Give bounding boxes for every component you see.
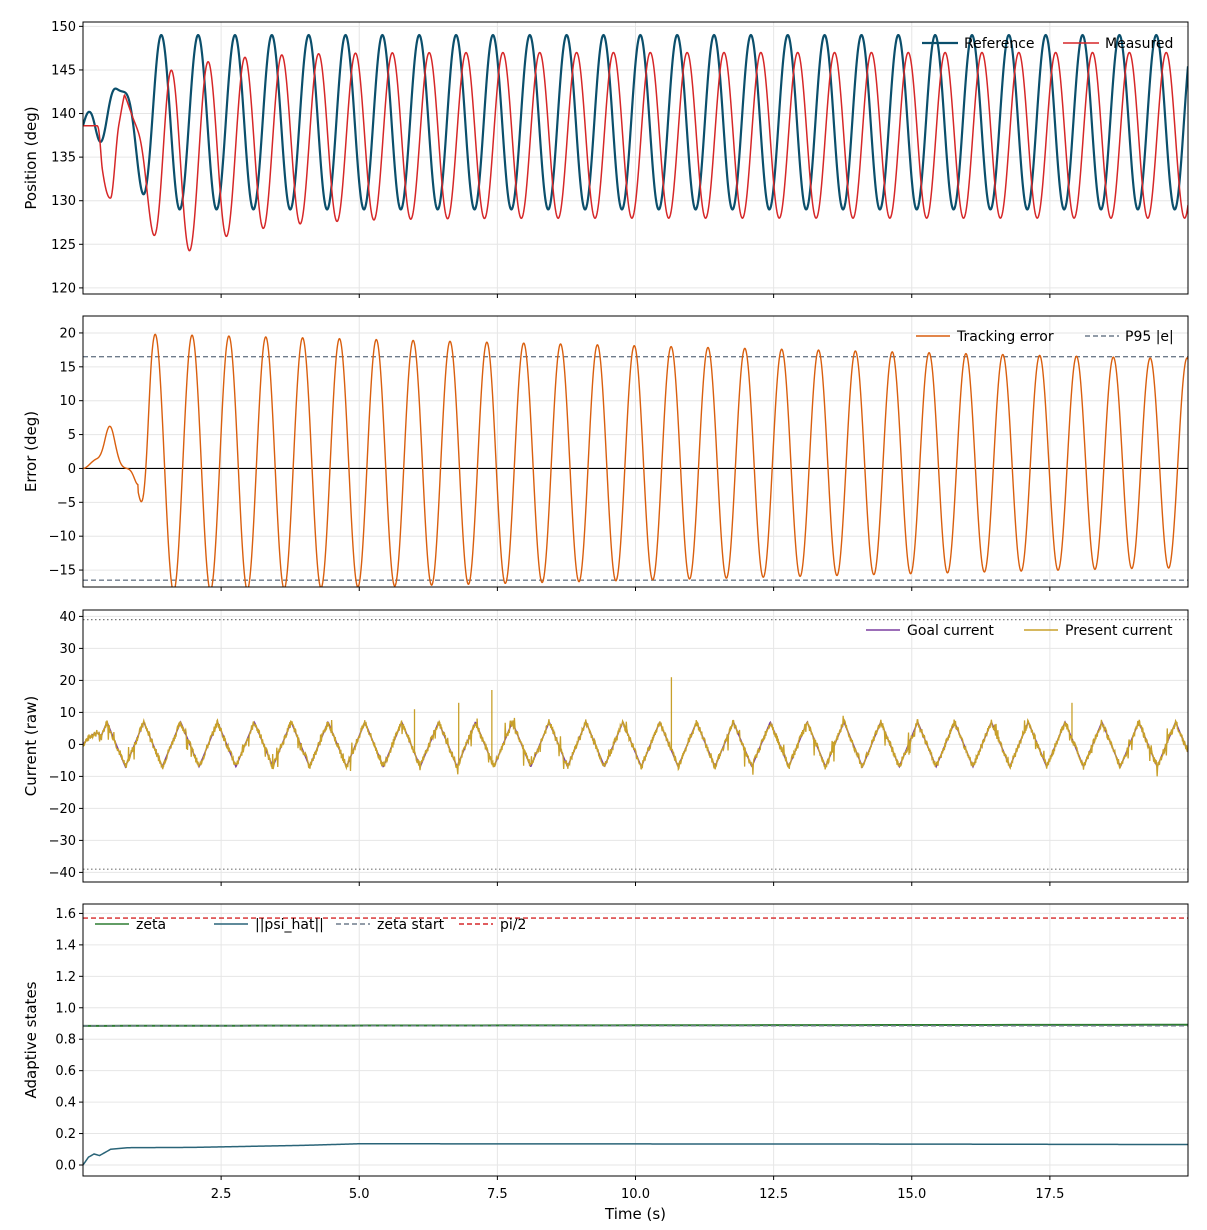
legend-label-psi-hat: ||psi_hat||	[255, 917, 324, 933]
legend: zeta ||psi_hat|| zeta start pi/2	[95, 917, 526, 933]
axes-frame	[82, 21, 1189, 295]
legend: Reference Measured	[922, 36, 1173, 52]
y-tick-label: 15	[59, 360, 76, 375]
y-tick-label: −20	[49, 802, 76, 817]
legend-label-zeta: zeta	[136, 917, 166, 933]
axes-frame	[82, 315, 1189, 588]
x-tick-label: 12.5	[759, 1187, 788, 1202]
series-line-psi-hat	[83, 1143, 1188, 1166]
y-tick-label: 0.4	[55, 1096, 76, 1111]
y-axis-label: Current (raw)	[22, 696, 40, 796]
plot-area	[83, 33, 1188, 252]
y-tick-label: 10	[59, 706, 76, 721]
y-tick-label: 5	[68, 428, 76, 443]
y-tick-label: 1.6	[55, 907, 76, 922]
legend-label-reference: Reference	[964, 36, 1035, 52]
y-tick-label: 0	[68, 462, 76, 477]
y-tick-label: −5	[57, 496, 76, 511]
series-line-tracking-error	[83, 333, 1188, 587]
y-tick-label: 140	[51, 107, 76, 122]
x-axis-label: Time (s)	[604, 1205, 666, 1223]
y-tick-label: 0.6	[55, 1064, 76, 1079]
y-tick-label: 145	[51, 63, 76, 78]
y-axis-label: Error (deg)	[22, 411, 40, 492]
y-tick-label: 1.0	[55, 1001, 76, 1016]
x-tick-label: 15.0	[897, 1187, 926, 1202]
legend-label-tracking-error: Tracking error	[956, 329, 1054, 345]
y-tick-label: −30	[49, 834, 76, 849]
series-line-present-current	[83, 715, 1188, 777]
axes-frame	[82, 903, 1189, 1177]
legend-label-pi-half: pi/2	[500, 917, 526, 933]
series-line-reference	[83, 33, 1188, 211]
y-tick-label: 0.8	[55, 1033, 76, 1048]
panel-3: −40 −30 −20 −10 0 10 20 30 40 Current (raw) Goal c…	[22, 609, 1189, 886]
y-tick-label: 150	[51, 20, 76, 35]
y-tick-label: 20	[59, 326, 76, 341]
legend-label-present-current: Present current	[1065, 623, 1173, 639]
legend-label-zeta-start: zeta start	[377, 917, 445, 933]
y-tick-label: −15	[49, 564, 76, 579]
y-tick-label: 130	[51, 194, 76, 209]
legend: Tracking error P95 |e|	[916, 329, 1174, 345]
x-tick-label: 2.5	[211, 1187, 232, 1202]
y-tick-label: 125	[51, 238, 76, 253]
y-tick-label: −10	[49, 530, 76, 545]
y-tick-label: 10	[59, 394, 76, 409]
plot-area	[83, 333, 1188, 587]
y-tick-label: 40	[59, 610, 76, 625]
y-axis-label: Adaptive states	[22, 981, 40, 1098]
x-tick-label: 5.0	[349, 1187, 370, 1202]
y-tick-label: 20	[59, 674, 76, 689]
legend: Goal current Present current	[866, 623, 1173, 639]
x-tick-label: 17.5	[1035, 1187, 1064, 1202]
y-tick-label: 135	[51, 151, 76, 166]
y-tick-label: −40	[49, 866, 76, 881]
y-tick-label: 1.2	[55, 970, 76, 985]
series-line-measured	[83, 51, 1188, 252]
y-tick-label: 0.0	[55, 1158, 76, 1173]
panel-1: 120 125 130 135 140 145 150 Position (deg) Refer…	[22, 20, 1189, 298]
plot-area	[83, 917, 1188, 1166]
x-tick-label: 7.5	[487, 1187, 508, 1202]
y-tick-label: 30	[59, 642, 76, 657]
panel-2: −15 −10 −5 0 5 10 15 20 Error (deg) Tracking erro…	[22, 315, 1189, 591]
y-tick-label: −10	[49, 770, 76, 785]
legend-label-p95: P95 |e|	[1125, 329, 1174, 345]
legend-label-goal-current: Goal current	[907, 623, 994, 639]
plot-area	[83, 618, 1188, 870]
x-tick-label: 10.0	[621, 1187, 650, 1202]
panel-4: 0.0 0.2 0.4 0.6 0.8 1.0 1.2 1.4 1.6 Adaptive stat…	[22, 903, 1189, 1223]
y-tick-label: 0	[68, 738, 76, 753]
y-tick-label: 0.2	[55, 1127, 76, 1142]
axes-frame	[82, 609, 1189, 883]
y-axis-label: Position (deg)	[22, 106, 40, 209]
legend-label-measured: Measured	[1105, 36, 1173, 52]
y-tick-label: 120	[51, 281, 76, 296]
y-tick-label: 1.4	[55, 938, 76, 953]
